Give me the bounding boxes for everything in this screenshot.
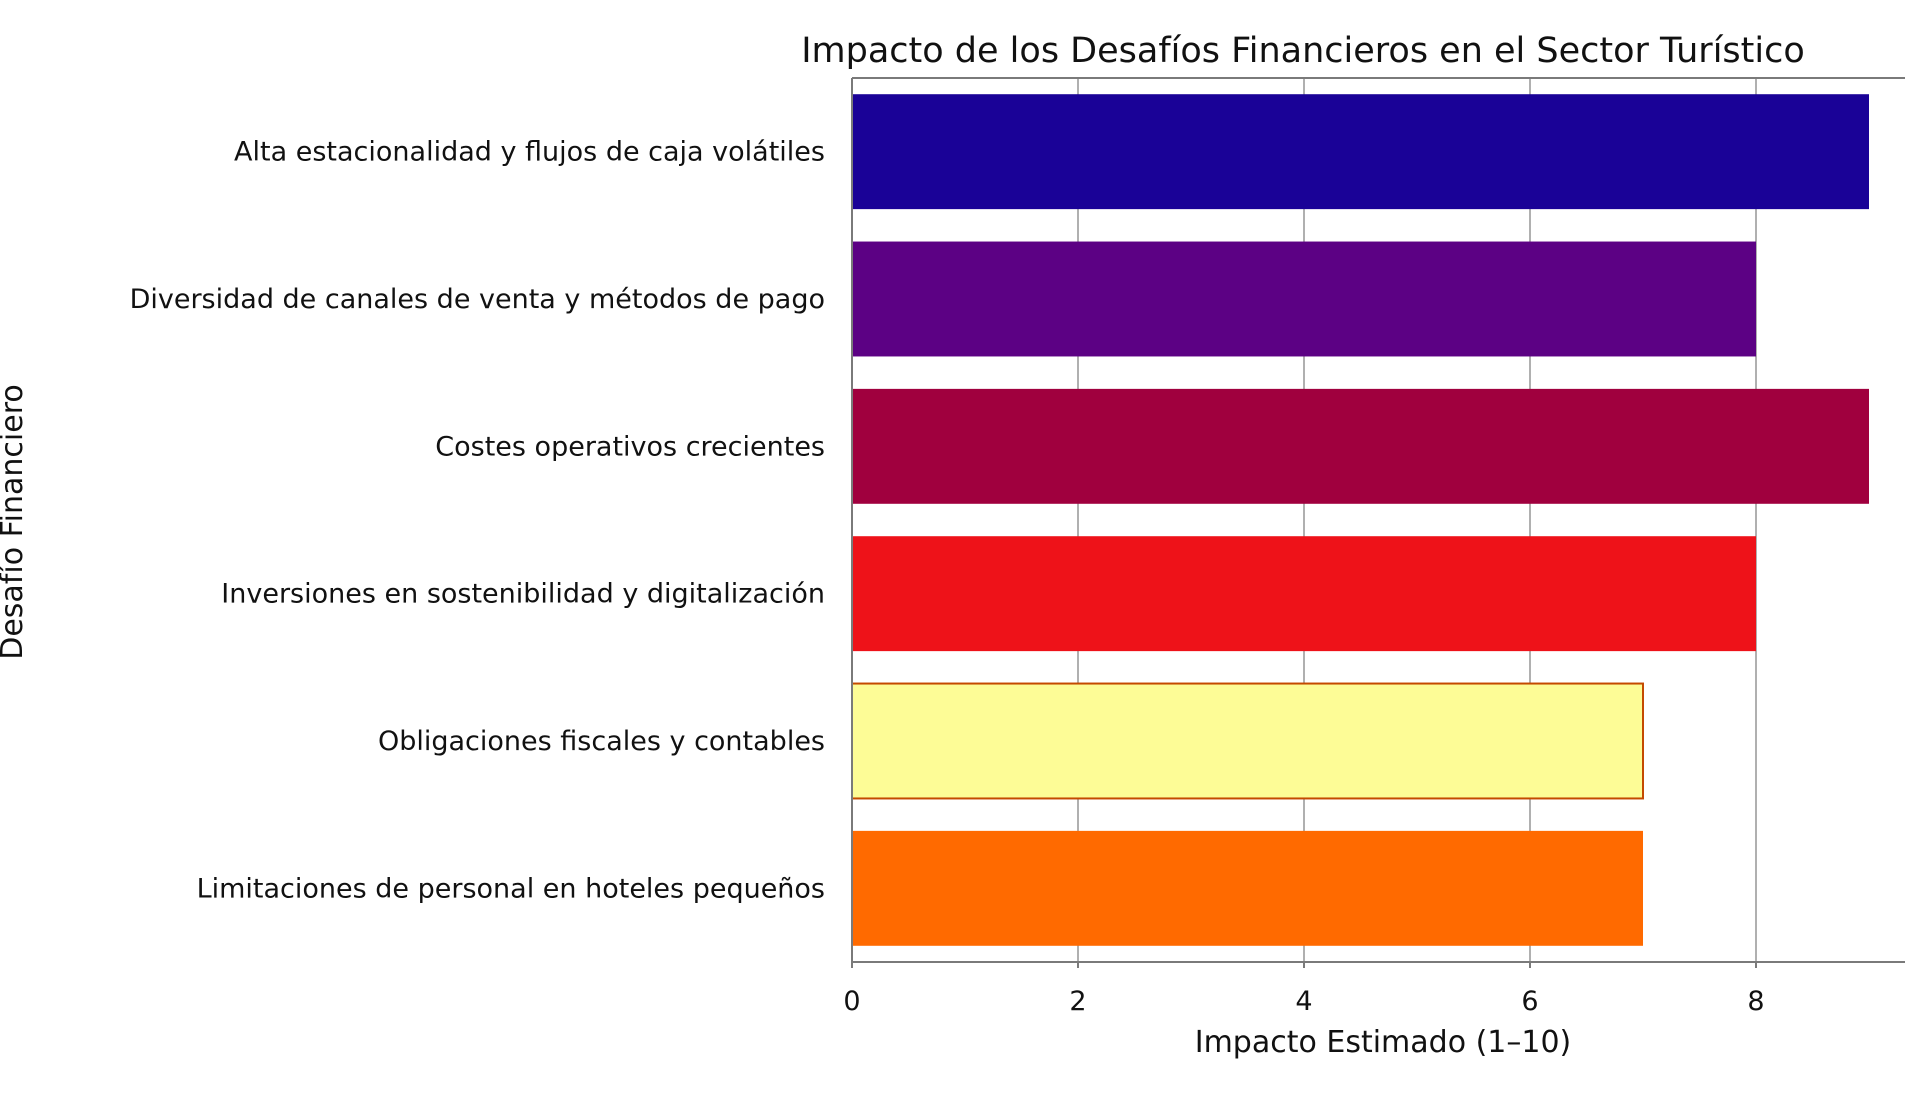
bar-1: [852, 94, 1869, 210]
x-tick-label-2: 4: [1295, 986, 1312, 1017]
bar-6: [852, 830, 1643, 946]
grid-lines: [1077, 78, 1757, 962]
x-tick-label-0: 0: [843, 986, 860, 1017]
chart-title: Impacto de los Desafíos Financieros en e…: [801, 31, 1805, 71]
bars: [851, 94, 1869, 946]
category-label-6: Limitaciones de personal en hoteles pequ…: [197, 873, 825, 904]
x-tick-labels: 0 2 4 6 8: [843, 962, 1765, 1017]
category-label-1: Alta estacionalidad y flujos de caja vol…: [234, 137, 825, 168]
bar-4: [852, 536, 1756, 652]
bar-2: [852, 241, 1756, 357]
bar-5: [851, 682, 1644, 800]
category-label-2: Diversidad de canales de venta y métodos…: [130, 284, 825, 315]
x-tick-label-4: 8: [1747, 986, 1764, 1017]
y-axis-label: Desafío Financiero: [0, 384, 30, 660]
axes: [851, 77, 1905, 963]
category-label-5: Obligaciones fiscales y contables: [378, 726, 825, 757]
x-tick-label-3: 6: [1521, 986, 1538, 1017]
category-label-3: Costes operativos crecientes: [435, 431, 825, 462]
category-label-4: Inversiones en sostenibilidad y digitali…: [221, 579, 825, 610]
x-tick-label-1: 2: [1069, 986, 1086, 1017]
x-axis-label: Impacto Estimado (1–10): [1195, 1025, 1572, 1060]
bar-3: [852, 388, 1869, 504]
category-labels: Alta estacionalidad y flujos de caja vol…: [130, 137, 825, 905]
